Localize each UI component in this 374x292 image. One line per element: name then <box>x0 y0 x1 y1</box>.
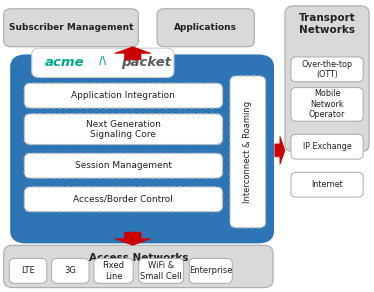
Text: Fixed
Line: Fixed Line <box>102 261 125 281</box>
FancyBboxPatch shape <box>157 9 254 47</box>
FancyBboxPatch shape <box>285 6 369 152</box>
FancyBboxPatch shape <box>139 258 184 283</box>
FancyBboxPatch shape <box>291 172 363 197</box>
Text: Access Networks: Access Networks <box>89 253 188 263</box>
FancyBboxPatch shape <box>24 187 223 212</box>
Text: Access/Border Control: Access/Border Control <box>73 195 174 204</box>
Text: WiFi &
Small Cell: WiFi & Small Cell <box>140 261 182 281</box>
FancyBboxPatch shape <box>291 134 363 159</box>
Polygon shape <box>115 47 151 60</box>
FancyBboxPatch shape <box>291 88 363 121</box>
Text: Next Generation
Signaling Core: Next Generation Signaling Core <box>86 119 161 139</box>
Text: 3G: 3G <box>64 266 76 275</box>
FancyBboxPatch shape <box>24 153 223 178</box>
FancyBboxPatch shape <box>52 258 89 283</box>
Text: Application Integration: Application Integration <box>71 91 175 100</box>
FancyBboxPatch shape <box>11 55 273 242</box>
Text: Transport
Networks: Transport Networks <box>299 13 355 35</box>
FancyBboxPatch shape <box>230 76 266 228</box>
FancyBboxPatch shape <box>24 114 223 145</box>
FancyBboxPatch shape <box>291 57 363 82</box>
Text: Enterprise: Enterprise <box>189 266 233 275</box>
FancyBboxPatch shape <box>94 258 133 283</box>
Text: Session Management: Session Management <box>75 161 172 170</box>
Text: acme: acme <box>45 56 84 69</box>
Text: LTE: LTE <box>21 266 35 275</box>
Text: Interconnect & Roaming: Interconnect & Roaming <box>243 101 252 203</box>
FancyBboxPatch shape <box>24 83 223 108</box>
Polygon shape <box>115 232 151 245</box>
Text: Applications: Applications <box>174 23 237 32</box>
Text: Subscriber Management: Subscriber Management <box>9 23 133 32</box>
Text: /\: /\ <box>99 56 106 66</box>
Text: IP Exchange: IP Exchange <box>303 142 352 151</box>
FancyBboxPatch shape <box>9 258 47 283</box>
Text: Over-the-top
(OTT): Over-the-top (OTT) <box>301 60 353 79</box>
Polygon shape <box>275 136 285 164</box>
FancyBboxPatch shape <box>189 258 232 283</box>
Text: Internet: Internet <box>311 180 343 189</box>
Text: Mobile
Network
Operator: Mobile Network Operator <box>309 89 345 119</box>
FancyBboxPatch shape <box>4 9 138 47</box>
FancyBboxPatch shape <box>4 245 273 288</box>
Text: packet: packet <box>122 56 172 69</box>
FancyBboxPatch shape <box>32 48 174 77</box>
